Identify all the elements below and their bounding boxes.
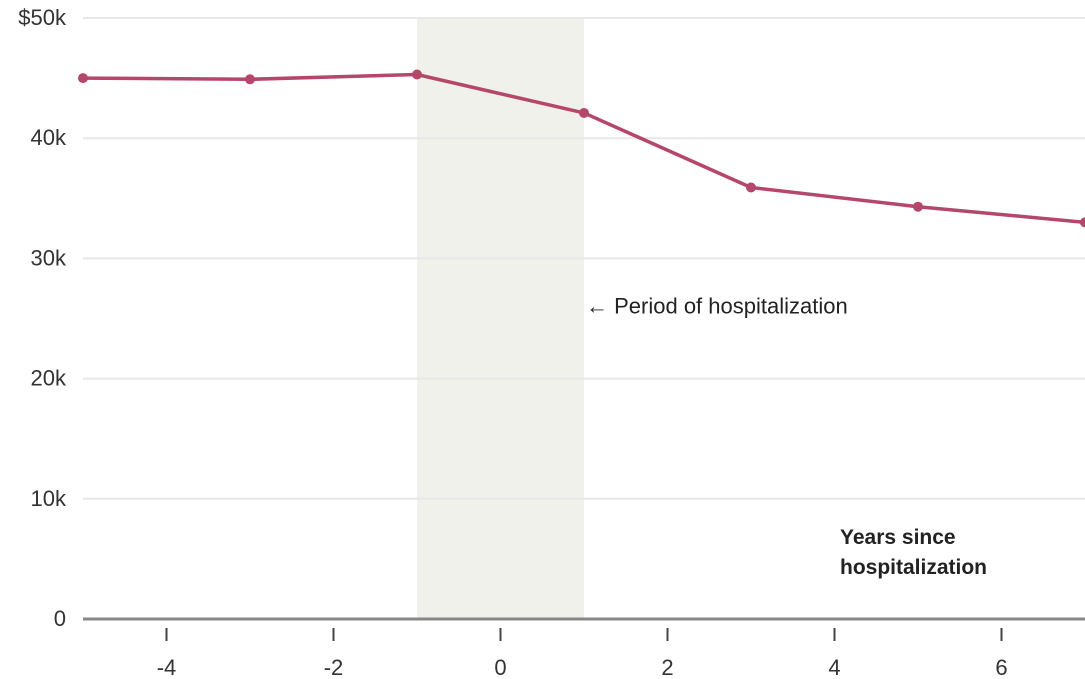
data-point [245, 74, 255, 85]
x-axis [83, 617, 1085, 641]
x-tick-label: 4 [828, 655, 840, 679]
y-tick-label: 0 [54, 606, 66, 631]
y-axis-tick-labels: 0 10k 20k 30k 40k $50k [18, 5, 67, 631]
x-axis-title-line: hospitalization [840, 556, 987, 579]
x-axis-tick-labels: -4 -2 0 2 4 6 [157, 655, 1008, 679]
hospitalization-period-shade [417, 18, 584, 619]
data-point [579, 107, 589, 118]
data-point [1080, 217, 1085, 228]
hospitalization-shade-layer [417, 18, 584, 619]
data-point [913, 201, 923, 212]
annotation-layer: ← Period of hospitalization [586, 293, 848, 318]
data-point [746, 182, 756, 193]
series-layer [78, 69, 1085, 228]
hospitalization-annotation: ← Period of hospitalization [586, 293, 848, 318]
x-tick-label: 2 [661, 655, 673, 679]
y-tick-label: 30k [31, 245, 67, 270]
x-tick-label: -2 [324, 655, 344, 679]
x-tick-label: 0 [494, 655, 506, 679]
data-point [78, 73, 88, 84]
y-tick-label: 40k [31, 125, 67, 150]
y-tick-label: 20k [31, 366, 67, 391]
x-tick-label: 6 [995, 655, 1007, 679]
x-tick-label: -4 [157, 655, 177, 679]
data-point [412, 69, 422, 80]
x-axis-title: Years since hospitalization [840, 526, 987, 579]
y-tick-label: 10k [31, 486, 67, 511]
x-axis-title-line: Years since [840, 526, 956, 549]
y-tick-label: $50k [18, 5, 67, 30]
gridlines [83, 17, 1085, 500]
